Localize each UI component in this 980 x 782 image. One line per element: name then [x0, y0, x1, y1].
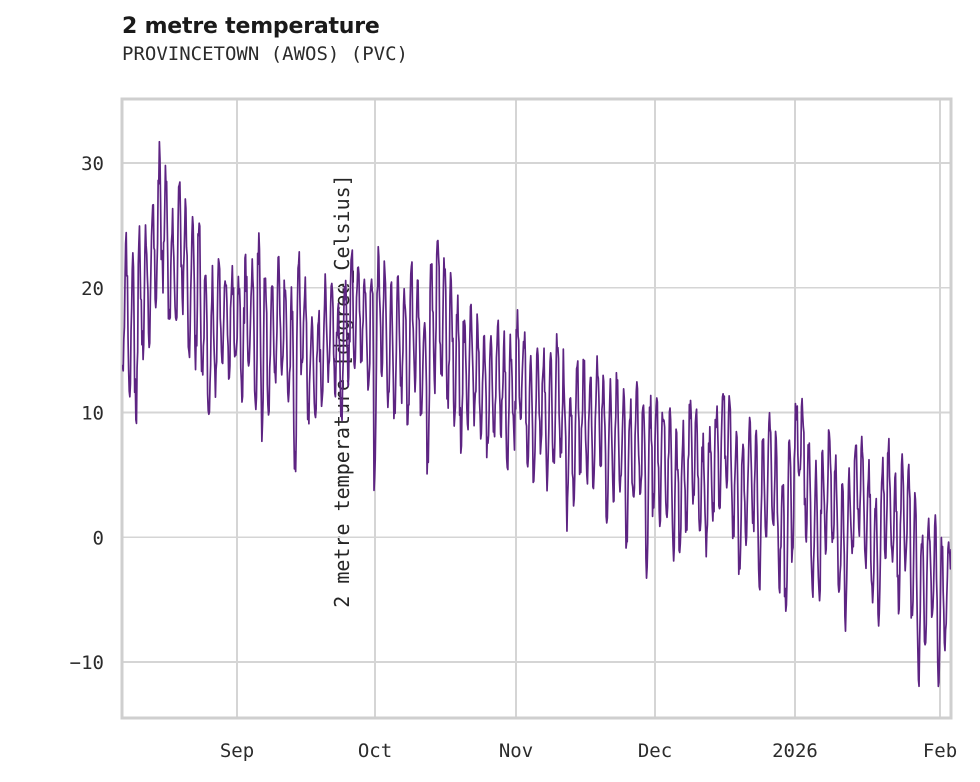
- svg-text:2026: 2026: [772, 740, 818, 762]
- temperature-line: [122, 140, 951, 688]
- svg-text:Nov: Nov: [499, 740, 533, 762]
- svg-text:10: 10: [81, 403, 104, 425]
- svg-text:Feb: Feb: [923, 740, 957, 762]
- svg-text:−10: −10: [70, 652, 104, 674]
- chart-subtitle: PROVINCETOWN (AWOS) (PVC): [122, 43, 408, 65]
- svg-text:20: 20: [81, 278, 104, 300]
- svg-text:Dec: Dec: [638, 740, 672, 762]
- svg-text:30: 30: [81, 153, 104, 175]
- svg-text:Sep: Sep: [220, 740, 254, 762]
- x-tick-labels: Sep Oct Nov Dec 2026 Feb: [220, 740, 957, 762]
- title-block: 2 metre temperature PROVINCETOWN (AWOS) …: [122, 14, 822, 68]
- svg-text:Oct: Oct: [358, 740, 392, 762]
- x-gridlines: [236, 99, 941, 718]
- temperature-series: [122, 140, 951, 688]
- plot-frame: [120, 97, 953, 720]
- y-tick-labels: 30 20 10 0 −10: [70, 153, 104, 674]
- svg-text:0: 0: [93, 527, 104, 549]
- page-title: 2 metre temperature: [122, 14, 380, 39]
